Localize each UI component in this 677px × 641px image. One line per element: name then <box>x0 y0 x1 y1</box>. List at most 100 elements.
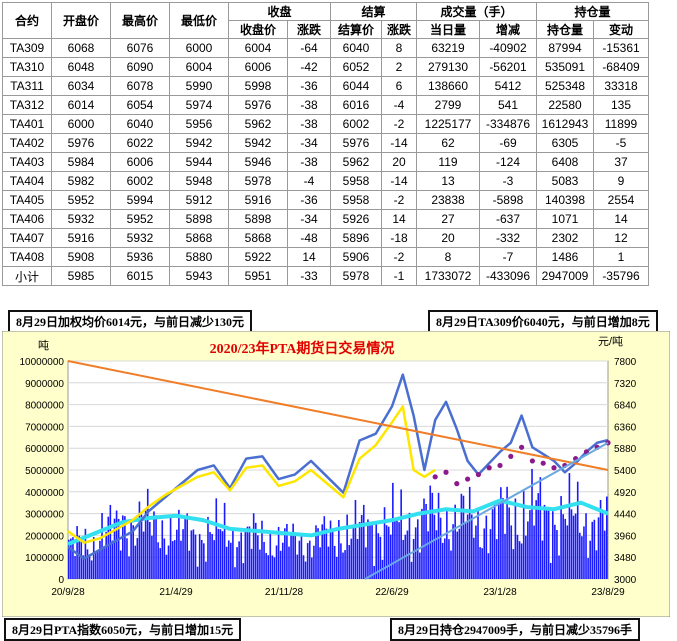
table-row: TA310 6048 6090 6004 6006 -42 6052 2 279130 -5620… <box>2 57 649 77</box>
volume-bar <box>86 549 89 579</box>
cell-vol-today: 27 <box>416 209 480 229</box>
cell-oi: 87994 <box>536 38 594 58</box>
left-tick-label: 1000000 <box>25 553 64 564</box>
cell-oi-chg: -5 <box>593 133 649 153</box>
volume-bar <box>246 526 249 579</box>
volume-bar <box>367 519 369 579</box>
cell-open: 5985 <box>51 266 111 286</box>
volume-bar <box>254 522 257 579</box>
cell-settle: 6052 <box>330 57 382 77</box>
volume-bar <box>520 543 523 579</box>
volume-bar <box>244 529 247 579</box>
volume-bar <box>562 514 564 579</box>
volume-bar <box>377 533 380 579</box>
volume-bar <box>394 518 396 579</box>
volume-bar <box>419 552 421 579</box>
cell-close: 5976 <box>228 95 288 115</box>
left-tick-label: 9000000 <box>25 379 64 390</box>
cell-close: 5942 <box>228 133 288 153</box>
cell-low: 5956 <box>169 114 229 134</box>
cell-vol-today: 138660 <box>416 76 480 96</box>
volume-bar <box>358 522 361 579</box>
volume-bar <box>70 538 72 579</box>
cell-settle-chg: -4 <box>381 95 417 115</box>
table-row: TA405 5952 5994 5912 5916 -36 5958 -2 23838 -5898… <box>2 190 649 210</box>
volume-bar <box>126 538 128 579</box>
cell-low: 6000 <box>169 38 229 58</box>
table-row: TA408 5908 5936 5880 5922 14 5906 -2 8 -7 1486 1 <box>2 247 649 267</box>
cell-open: 5984 <box>51 152 111 172</box>
volume-bar <box>414 527 417 579</box>
cell-contract: TA312 <box>2 95 52 115</box>
cell-high: 5994 <box>110 190 170 210</box>
cell-settle: 6016 <box>330 95 382 115</box>
volume-bar <box>497 500 500 579</box>
cell-close-chg: -38 <box>287 152 331 172</box>
note-pta-index: 8月29日PTA指数6050元，与前日增加15元 <box>4 618 242 641</box>
header-contract: 合约 <box>2 2 52 39</box>
volume-bar <box>423 498 425 579</box>
volume-bar <box>554 524 556 579</box>
cell-close: 5978 <box>228 171 288 191</box>
cell-oi-chg: 37 <box>593 152 649 172</box>
volume-bar <box>119 550 122 579</box>
cell-high: 6015 <box>110 266 170 286</box>
cell-oi-chg: -15361 <box>593 38 649 58</box>
right-tick-label: 4920 <box>614 488 637 499</box>
volume-bar <box>294 535 297 579</box>
cell-settle-chg: -14 <box>381 171 417 191</box>
volume-bar <box>439 517 442 579</box>
cell-settle-chg: -14 <box>381 133 417 153</box>
cell-high: 6054 <box>110 95 170 115</box>
volume-bar <box>298 540 301 579</box>
volume-bar <box>144 508 147 579</box>
volume-bar <box>547 510 550 579</box>
table-row: 小计 5985 6015 5943 5951 -33 5978 -1 1733072 -43309… <box>2 266 649 286</box>
volume-bar <box>248 526 251 579</box>
cell-low: 5942 <box>169 133 229 153</box>
volume-bar <box>373 566 375 579</box>
cell-oi: 140398 <box>536 190 594 210</box>
cell-vol-today: 13 <box>416 171 480 191</box>
cell-oi-chg: 14 <box>593 209 649 229</box>
volume-bar <box>200 539 203 579</box>
cell-high: 5936 <box>110 247 170 267</box>
table-row: TA407 5916 5932 5868 5868 -48 5896 -18 20 -332 230… <box>2 228 649 248</box>
purple-point <box>519 444 525 450</box>
cell-settle: 5958 <box>330 171 382 191</box>
header-oi-group: 持仓量 <box>536 2 649 21</box>
volume-bar <box>99 540 101 579</box>
header-vol-today: 当日量 <box>416 20 480 39</box>
cell-close: 5998 <box>228 76 288 96</box>
header-close-group: 收盘 <box>228 2 331 21</box>
volume-bar <box>500 487 502 579</box>
volume-bar <box>425 503 427 579</box>
volume-bar <box>462 495 465 579</box>
volume-bar <box>408 512 411 579</box>
cell-close: 5951 <box>228 266 288 286</box>
left-tick-label: 8000000 <box>25 401 64 412</box>
cell-close: 5962 <box>228 114 288 134</box>
volume-bar <box>165 554 168 579</box>
volume-bar <box>279 550 282 579</box>
cell-close-chg: -34 <box>287 209 331 229</box>
volume-bar <box>205 561 207 579</box>
cell-low: 5944 <box>169 152 229 172</box>
volume-bar <box>136 538 139 579</box>
volume-bar <box>493 504 496 579</box>
volume-bar <box>329 520 332 579</box>
volume-bar <box>344 550 346 579</box>
volume-bar <box>331 529 334 579</box>
right-tick-label: 4440 <box>614 510 637 521</box>
volume-bar <box>286 523 288 579</box>
cell-vol-chg: -40902 <box>479 38 537 58</box>
header-settle: 结算价 <box>330 20 382 39</box>
volume-bar <box>209 532 211 579</box>
open-interest-line <box>67 498 609 546</box>
purple-point <box>454 481 460 487</box>
purple-point <box>432 474 438 480</box>
volume-bar <box>466 514 469 579</box>
volume-bar <box>365 547 367 579</box>
volume-bar <box>134 545 137 579</box>
volume-bar <box>196 566 199 579</box>
